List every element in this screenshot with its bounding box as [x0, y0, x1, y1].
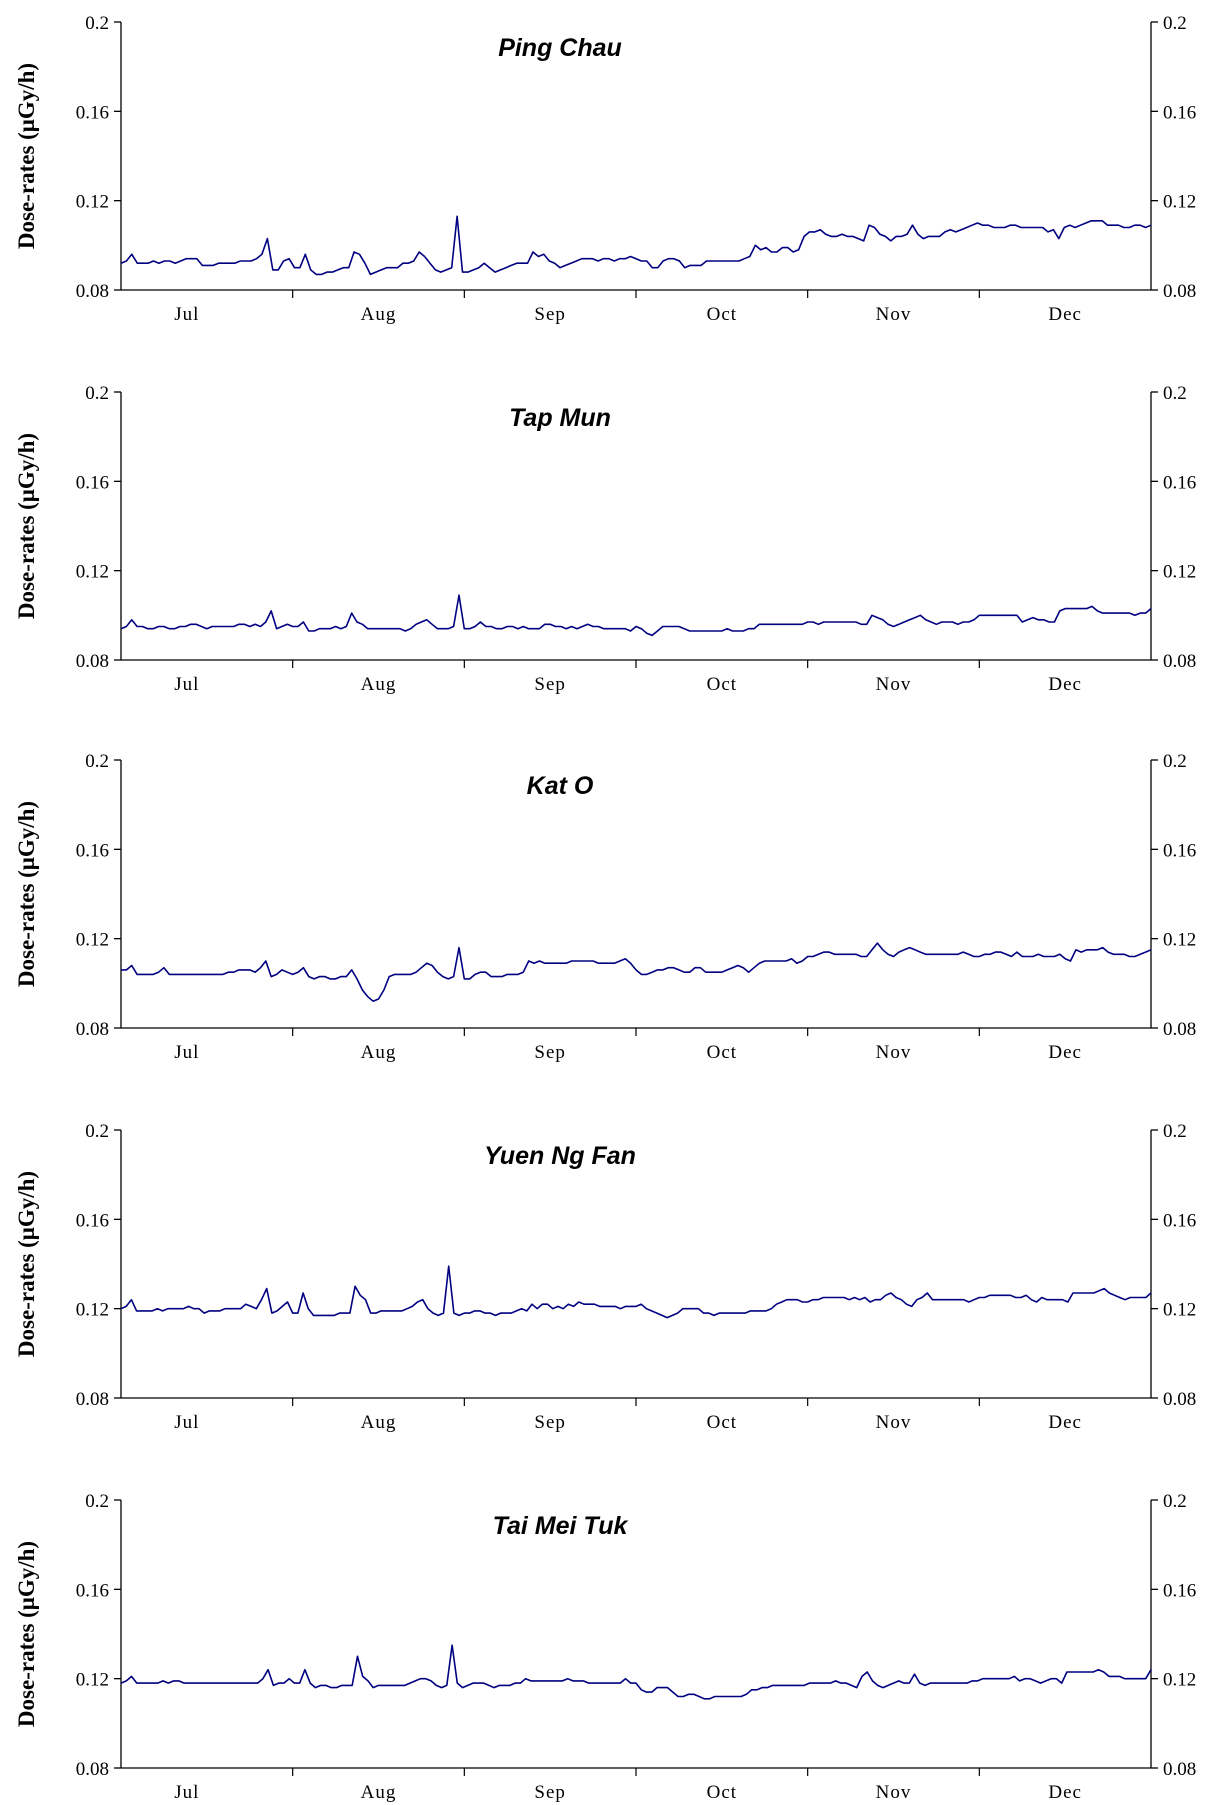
y-tick-label-left: 0.16 — [76, 1210, 109, 1231]
y-tick-label-right: 0.12 — [1163, 192, 1196, 213]
x-tick-label: Dec — [1048, 1782, 1082, 1803]
x-tick-label: Jul — [174, 674, 199, 695]
y-tick-label-left: 0.16 — [76, 1580, 109, 1601]
x-tick-label: Aug — [361, 674, 397, 695]
x-tick-label: Dec — [1048, 1042, 1082, 1063]
x-tick-label: Oct — [707, 1782, 737, 1803]
y-tick-label-right: 0.08 — [1163, 1759, 1196, 1780]
x-tick-label: Aug — [361, 1782, 397, 1803]
y-tick-label-right: 0.12 — [1163, 930, 1196, 951]
x-tick-label: Aug — [361, 1412, 397, 1433]
y-tick-label-left: 0.08 — [76, 1759, 109, 1780]
y-tick-label-right: 0.16 — [1163, 1580, 1196, 1601]
series-line — [120, 594, 1152, 637]
x-tick-label: Sep — [534, 674, 566, 695]
y-tick-label-left: 0.12 — [76, 192, 109, 213]
x-tick-label: Oct — [707, 304, 737, 325]
y-tick-label-left: 0.12 — [76, 930, 109, 951]
x-tick-label: Nov — [876, 1042, 912, 1063]
y-tick-label-left: 0.08 — [76, 281, 109, 302]
y-tick-label-right: 0.12 — [1163, 1300, 1196, 1321]
y-tick-label-left: 0.12 — [76, 562, 109, 583]
chart-title: Tai Mei Tuk — [493, 1512, 629, 1540]
y-tick-label-right: 0.12 — [1163, 1670, 1196, 1691]
chart-title: Tap Mun — [509, 404, 611, 432]
x-tick-label: Sep — [534, 1042, 566, 1063]
y-tick-label-left: 0.2 — [85, 751, 109, 772]
y-tick-label-right: 0.08 — [1163, 651, 1196, 672]
x-tick-label: Aug — [361, 1042, 397, 1063]
y-tick-label-left: 0.12 — [76, 1300, 109, 1321]
y-tick-label-right: 0.08 — [1163, 281, 1196, 302]
chart-panel: Kat O Dose-rates (μGy/h) 0.08 0.08 0.12 0.12 0… — [14, 751, 1196, 1063]
y-tick-label-left: 0.16 — [76, 472, 109, 493]
series-line — [120, 1644, 1152, 1700]
y-tick-label-right: 0.16 — [1163, 1210, 1196, 1231]
x-tick-label: Dec — [1048, 304, 1082, 325]
y-tick-label-right: 0.2 — [1163, 751, 1187, 772]
y-tick-label-right: 0.16 — [1163, 472, 1196, 493]
y-tick-label-left: 0.16 — [76, 840, 109, 861]
y-tick-label-left: 0.2 — [85, 13, 109, 34]
y-tick-label-right: 0.16 — [1163, 840, 1196, 861]
x-tick-label: Dec — [1048, 674, 1082, 695]
x-tick-label: Jul — [174, 1042, 199, 1063]
chart-panel: Yuen Ng Fan Dose-rates (μGy/h) 0.08 0.08 0.1… — [14, 1121, 1196, 1433]
chart-panel: Tap Mun Dose-rates (μGy/h) 0.08 0.08 0.12 0.1… — [14, 383, 1196, 695]
y-tick-label-left: 0.2 — [85, 383, 109, 404]
y-tick-label-left: 0.08 — [76, 651, 109, 672]
y-tick-label-left: 0.08 — [76, 1389, 109, 1410]
x-tick-label: Oct — [707, 674, 737, 695]
chart-panel: Ping Chau Dose-rates (μGy/h) 0.08 0.08 0.12 0… — [14, 13, 1196, 325]
y-tick-label-right: 0.2 — [1163, 383, 1187, 404]
chart-title: Kat O — [527, 772, 594, 800]
y-tick-label-left: 0.2 — [85, 1121, 109, 1142]
y-axis-label: Dose-rates (μGy/h) — [14, 63, 39, 249]
x-tick-label: Nov — [876, 674, 912, 695]
y-tick-label-right: 0.16 — [1163, 102, 1196, 123]
series-line — [120, 215, 1152, 276]
y-tick-label-left: 0.08 — [76, 1019, 109, 1040]
y-axis-label: Dose-rates (μGy/h) — [14, 433, 39, 619]
y-tick-label-right: 0.08 — [1163, 1389, 1196, 1410]
x-tick-label: Aug — [361, 304, 397, 325]
y-tick-label-right: 0.2 — [1163, 1121, 1187, 1142]
x-tick-label: Oct — [707, 1412, 737, 1433]
x-tick-label: Sep — [534, 1782, 566, 1803]
x-tick-label: Sep — [534, 1412, 566, 1433]
chart-panel: Tai Mei Tuk Dose-rates (μGy/h) 0.08 0.08 0.1… — [14, 1491, 1196, 1803]
chart-title: Yuen Ng Fan — [484, 1142, 636, 1170]
y-tick-label-right: 0.12 — [1163, 562, 1196, 583]
x-tick-label: Nov — [876, 1412, 912, 1433]
x-tick-label: Jul — [174, 1782, 199, 1803]
y-tick-label-right: 0.08 — [1163, 1019, 1196, 1040]
x-tick-label: Dec — [1048, 1412, 1082, 1433]
y-tick-label-left: 0.16 — [76, 102, 109, 123]
chart-title: Ping Chau — [498, 34, 622, 62]
y-tick-label-left: 0.12 — [76, 1670, 109, 1691]
series-line — [120, 1265, 1152, 1319]
x-tick-label: Nov — [876, 1782, 912, 1803]
x-tick-label: Nov — [876, 304, 912, 325]
y-axis-label: Dose-rates (μGy/h) — [14, 801, 39, 987]
x-tick-label: Sep — [534, 304, 566, 325]
y-tick-label-left: 0.2 — [85, 1491, 109, 1512]
x-tick-label: Jul — [174, 1412, 199, 1433]
y-axis-label: Dose-rates (μGy/h) — [14, 1541, 39, 1727]
series-line — [121, 942, 1152, 1003]
y-tick-label-right: 0.2 — [1163, 13, 1187, 34]
y-tick-label-right: 0.2 — [1163, 1491, 1187, 1512]
x-tick-label: Jul — [174, 304, 199, 325]
y-axis-label: Dose-rates (μGy/h) — [14, 1171, 39, 1357]
x-tick-label: Oct — [707, 1042, 737, 1063]
